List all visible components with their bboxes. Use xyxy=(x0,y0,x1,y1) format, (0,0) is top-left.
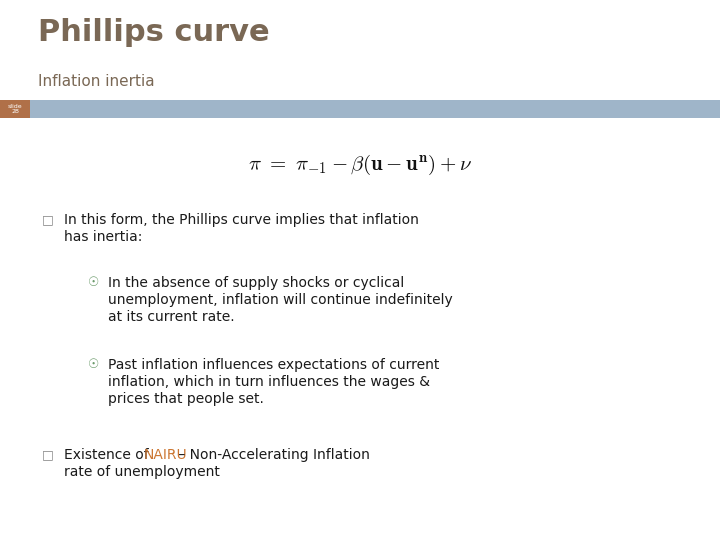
Text: $\pi\ =\ \pi_{-1} - \beta(\mathbf{u} - \mathbf{u}^{\mathbf{n}}) + \nu$: $\pi\ =\ \pi_{-1} - \beta(\mathbf{u} - \… xyxy=(248,153,472,177)
Text: rate of unemployment: rate of unemployment xyxy=(64,465,220,479)
Text: ☉: ☉ xyxy=(88,276,99,289)
Text: In this form, the Phillips curve implies that inflation: In this form, the Phillips curve implies… xyxy=(64,213,419,227)
Text: NAIRU: NAIRU xyxy=(143,448,187,462)
Bar xyxy=(0,100,30,118)
Text: – Non-Accelerating Inflation: – Non-Accelerating Inflation xyxy=(174,448,369,462)
Text: □: □ xyxy=(42,448,54,461)
Text: In the absence of supply shocks or cyclical: In the absence of supply shocks or cycli… xyxy=(108,276,404,290)
Text: prices that people set.: prices that people set. xyxy=(108,392,264,406)
Text: Phillips curve: Phillips curve xyxy=(38,18,269,47)
Text: at its current rate.: at its current rate. xyxy=(108,310,235,324)
Text: has inertia:: has inertia: xyxy=(64,230,143,244)
Text: Existence of: Existence of xyxy=(64,448,153,462)
Text: unemployment, inflation will continue indefinitely: unemployment, inflation will continue in… xyxy=(108,293,453,307)
Text: Past inflation influences expectations of current: Past inflation influences expectations o… xyxy=(108,358,439,372)
Text: slide
28: slide 28 xyxy=(8,104,22,114)
Text: □: □ xyxy=(42,213,54,226)
Text: inflation, which in turn influences the wages &: inflation, which in turn influences the … xyxy=(108,375,430,389)
Text: Inflation inertia: Inflation inertia xyxy=(38,74,155,89)
Text: ☉: ☉ xyxy=(88,358,99,371)
